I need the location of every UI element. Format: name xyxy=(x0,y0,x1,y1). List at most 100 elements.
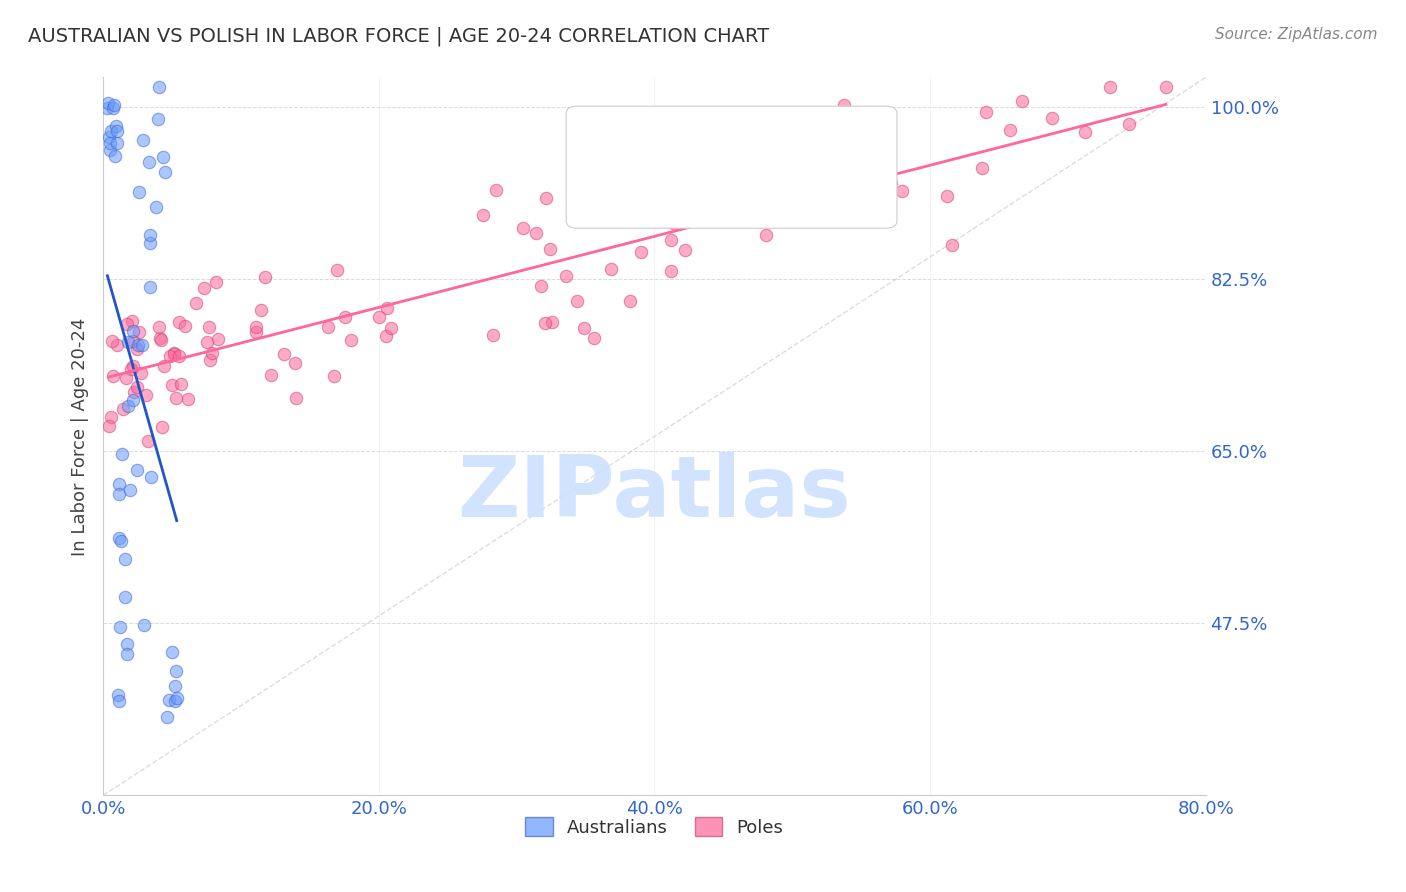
Point xyxy=(125,342,148,356)
Point xyxy=(120,361,142,376)
Point xyxy=(325,263,347,277)
Point xyxy=(755,228,778,243)
Point xyxy=(970,161,993,175)
Point xyxy=(173,319,195,334)
Point xyxy=(162,645,184,659)
Point xyxy=(284,391,307,405)
Point xyxy=(131,338,153,352)
Point xyxy=(111,402,134,417)
Point xyxy=(524,226,547,240)
Point xyxy=(148,80,170,95)
Point xyxy=(139,470,162,484)
Point xyxy=(135,388,157,402)
Point xyxy=(98,419,121,434)
Point xyxy=(333,310,356,324)
Point xyxy=(139,280,162,294)
Point xyxy=(273,346,295,360)
Point xyxy=(157,693,180,707)
Point xyxy=(98,143,121,157)
Point xyxy=(201,346,224,360)
Point xyxy=(127,463,149,477)
Point xyxy=(107,688,129,702)
Point xyxy=(974,104,997,119)
Point xyxy=(122,385,145,400)
Point xyxy=(839,186,862,200)
Point xyxy=(184,295,207,310)
Point xyxy=(97,96,120,111)
Point xyxy=(118,483,141,497)
Point xyxy=(801,115,824,129)
Point xyxy=(1074,125,1097,139)
Point xyxy=(284,356,307,370)
Point xyxy=(659,233,682,247)
Point xyxy=(832,98,855,112)
Point xyxy=(105,337,128,351)
Point xyxy=(114,590,136,604)
Point xyxy=(98,130,121,145)
Point xyxy=(165,391,187,405)
Point xyxy=(177,392,200,406)
Point xyxy=(205,275,228,289)
Point xyxy=(582,331,605,345)
Point xyxy=(146,112,169,126)
Point xyxy=(100,136,122,150)
Point xyxy=(150,419,173,434)
Point xyxy=(160,378,183,392)
Point xyxy=(936,188,959,202)
Point xyxy=(254,269,277,284)
Point xyxy=(101,369,124,384)
Point xyxy=(105,136,128,150)
Point xyxy=(472,208,495,222)
Point xyxy=(100,409,122,424)
Point xyxy=(195,335,218,350)
Point xyxy=(96,102,118,116)
Point xyxy=(555,268,578,283)
Point xyxy=(163,345,186,359)
Point xyxy=(149,333,172,347)
Point xyxy=(121,359,143,373)
Point xyxy=(165,694,187,708)
Point xyxy=(114,371,136,385)
Point xyxy=(250,303,273,318)
Point xyxy=(165,665,187,679)
Point xyxy=(117,334,139,349)
Point xyxy=(891,184,914,198)
Point xyxy=(654,169,676,184)
Point xyxy=(121,313,143,327)
Point xyxy=(1118,117,1140,131)
Point xyxy=(148,319,170,334)
Point xyxy=(1154,80,1177,95)
Point xyxy=(108,487,131,501)
Point xyxy=(167,314,190,328)
Point xyxy=(375,329,398,343)
Point xyxy=(153,165,176,179)
Point xyxy=(207,332,229,346)
Point xyxy=(149,330,172,344)
Point xyxy=(145,200,167,214)
Point xyxy=(482,328,505,343)
Point xyxy=(659,264,682,278)
Point xyxy=(941,238,963,252)
Point xyxy=(375,301,398,316)
Point xyxy=(661,216,683,230)
Point xyxy=(134,618,156,632)
Point xyxy=(159,350,181,364)
Point xyxy=(572,321,595,335)
Point xyxy=(100,334,122,349)
Point xyxy=(380,320,402,334)
Point xyxy=(138,236,160,251)
Point xyxy=(128,186,150,200)
Point xyxy=(534,191,557,205)
Point xyxy=(368,310,391,325)
Point xyxy=(136,434,159,449)
Point xyxy=(200,353,222,368)
Text: AUSTRALIAN VS POLISH IN LABOR FORCE | AGE 20-24 CORRELATION CHART: AUSTRALIAN VS POLISH IN LABOR FORCE | AG… xyxy=(28,27,769,46)
Point xyxy=(122,334,145,348)
Point xyxy=(114,551,136,566)
Point xyxy=(138,154,160,169)
Point xyxy=(1040,112,1063,126)
Point xyxy=(156,710,179,724)
Point xyxy=(122,393,145,408)
Point xyxy=(260,368,283,383)
FancyBboxPatch shape xyxy=(567,106,897,228)
